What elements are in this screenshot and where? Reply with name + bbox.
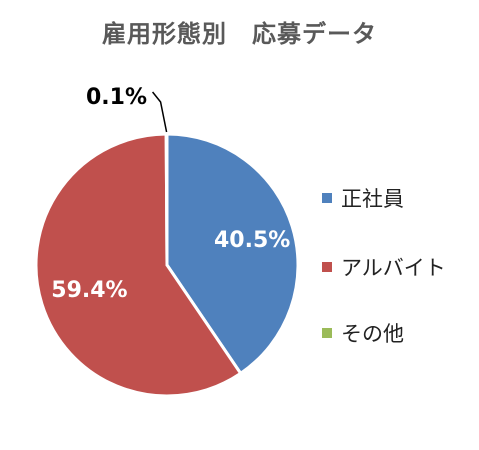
legend-item-sonota: その他 [322,321,404,346]
legend-item-arubaito: アルバイト [322,255,446,280]
pie-slice-seishain [165,132,300,375]
data-label-arubaito: 59.4% [51,278,127,303]
legend-label-seishain: 正社員 [341,187,404,211]
chart-title: 雇用形態別 応募データ [102,20,377,48]
data-label-seishain: 40.5% [214,228,290,253]
pie-slice-sonota [164,132,169,267]
legend-swatch-arubaito [322,262,332,272]
pie-slice-arubaito [34,132,243,398]
legend-item-seishain: 正社員 [322,186,404,211]
legend-label-sonota: その他 [341,322,404,346]
leader-line-sonota [151,91,168,133]
data-label-sonota: 0.1% [86,85,147,110]
legend-swatch-seishain [322,193,332,203]
legend-label-arubaito: アルバイト [341,256,446,280]
legend-swatch-sonota [322,328,332,338]
